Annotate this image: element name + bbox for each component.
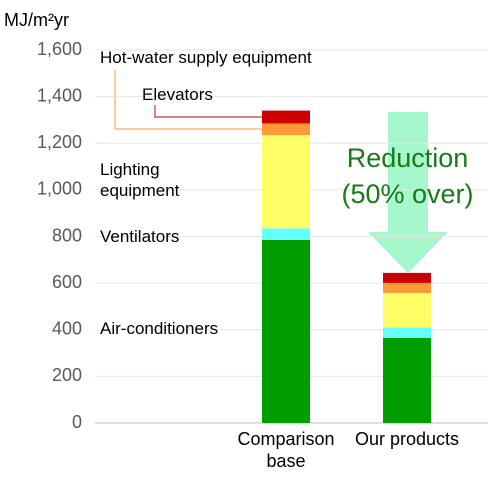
series-label: Elevators <box>142 85 213 104</box>
bar-segment <box>383 327 431 338</box>
y-tick-label: 200 <box>52 365 82 385</box>
y-tick-label: 0 <box>72 412 82 432</box>
y-axis-label: MJ/m²yr <box>4 10 69 30</box>
bar-segment <box>262 228 310 240</box>
annotation: Reduction (50% over) <box>341 143 474 209</box>
bar-segment <box>383 292 431 328</box>
reduction-arrow <box>368 112 448 273</box>
series-label: Lighting equipment <box>100 160 180 200</box>
bar-segment <box>262 110 310 124</box>
y-tick-label: 1,000 <box>37 179 82 199</box>
bar-segment <box>383 337 431 423</box>
series-label: Air-conditioners <box>100 319 219 338</box>
y-tick-label: 600 <box>52 272 82 292</box>
series-label: Ventilators <box>100 227 180 246</box>
y-tick-label: 1,200 <box>37 132 82 152</box>
bar-segment <box>383 272 431 283</box>
x-tick-label: Our products <box>354 429 460 449</box>
bar-segment <box>383 282 431 293</box>
x-tick-label: Comparison base <box>237 429 335 471</box>
y-tick-label: 1,600 <box>37 39 82 59</box>
bar-segment <box>262 135 310 229</box>
y-tick-label: 800 <box>52 225 82 245</box>
y-tick-label: 400 <box>52 319 82 339</box>
bar-segment <box>262 123 310 136</box>
leader-line <box>154 105 262 118</box>
y-tick-label: 1,400 <box>37 85 82 105</box>
series-label: Hot-water supply equipment <box>100 48 312 67</box>
leader-line <box>114 70 262 130</box>
bar-segment <box>262 239 310 423</box>
